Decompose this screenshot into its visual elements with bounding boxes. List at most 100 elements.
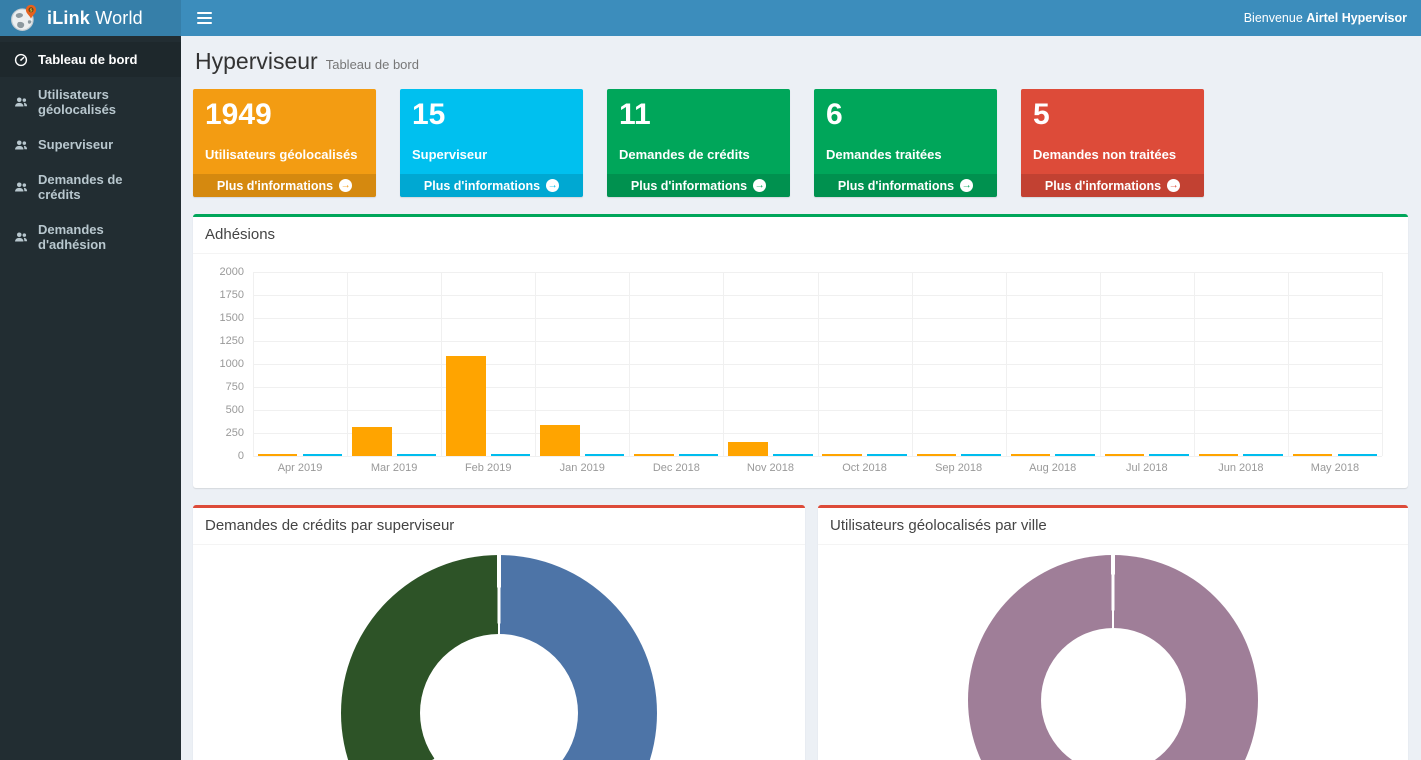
bar-Feb 2019 [446,355,486,456]
bar-Aug 2018 [1010,454,1051,456]
bar-Nov 2018 [773,454,813,456]
stat-value: 5 [1033,98,1050,131]
bar-Oct 2018 [822,454,862,456]
more-info-link[interactable]: Plus d'informations → [607,174,790,197]
sidebar-toggle-hamburger-icon[interactable] [195,8,214,28]
arrow-circle-right-icon: → [339,179,353,192]
gridline-x [1382,272,1383,456]
demandes-credits-par-superviseur-panel: Demandes de crédits par superviseur [193,505,805,760]
utilisateurs-ville-donut-chart [968,555,1258,760]
gridline-x [441,272,443,456]
demandes-credits-donut-chart [341,555,657,760]
bar-Nov 2018 [728,442,768,456]
y-tick-label: 2000 [219,266,244,278]
gridline-x [1005,272,1007,456]
bar-Jan 2019 [540,424,580,456]
main-content: Hyperviseur Tableau de bord 1949 Utilisat… [181,36,1421,760]
stat-value: 15 [412,98,446,131]
gridline-x [347,272,349,456]
stat-label: Demandes de crédits [619,147,750,162]
sidebar-item-label: Superviseur [38,137,114,152]
y-tick-label: 500 [225,404,244,416]
x-tick-label: Sep 2018 [935,462,983,474]
sidebar-item-label: Tableau de bord [38,52,138,67]
stat-label: Utilisateurs géolocalisés [205,147,358,162]
bar-Feb 2019 [490,454,531,456]
bar-Sep 2018 [961,454,1001,456]
users-icon [14,138,28,152]
x-tick-label: Dec 2018 [652,462,700,474]
more-info-link[interactable]: Plus d'informations → [193,174,376,197]
stat-label: Demandes traitées [826,147,942,162]
stat-box-superviseur: 15 Superviseur Plus d'informations → [400,89,583,197]
gridline-x [723,272,725,456]
panel-title: Adhésions [205,226,276,243]
sidebar-item-utilisateurs-geolocalises[interactable]: Utilisateurs géolocalisés [0,77,181,127]
bar-Mar 2019 [352,426,392,456]
arrow-circle-right-icon: → [753,179,767,192]
bar-Dec 2018 [634,454,674,456]
panel-title: Utilisateurs géolocalisés par ville [830,517,1047,534]
page-subtitle: Tableau de bord [325,57,419,72]
users-icon [14,95,28,109]
gridline-x [1099,272,1101,456]
x-tick-label: Oct 2018 [842,462,887,474]
stat-label: Demandes non traitées [1033,147,1177,162]
donut-hole [1040,627,1186,760]
bar-Jul 2018 [1104,454,1145,456]
arrow-circle-right-icon: → [546,179,560,192]
x-tick-label: Feb 2019 [464,462,512,474]
bar-Jun 2018 [1198,454,1239,456]
utilisateurs-geolocalises-par-ville-panel: Utilisateurs géolocalisés par ville [818,505,1408,760]
sidebar-item-label: Demandes d'adhésion [38,222,107,252]
bar-Jul 2018 [1149,454,1189,456]
bar-Apr 2019 [257,454,298,456]
x-tick-label: Jul 2018 [1125,462,1168,474]
donut-hole [420,634,578,760]
adhesions-bar-chart: 0 250 500 750 1000 1250 1500 1750 2000 Apr 2019 Ma… [203,264,1398,478]
gridline-x [911,272,913,456]
gridline-x [253,272,254,456]
x-tick-label: May 2018 [1310,462,1360,474]
bar-Aug 2018 [1055,454,1095,456]
y-tick-label: 1750 [219,289,244,301]
y-tick-label: 0 [237,450,244,462]
more-info-link[interactable]: Plus d'informations → [1021,174,1204,197]
gridline-x [535,272,537,456]
x-tick-label: Jan 2019 [559,462,605,474]
more-info-link[interactable]: Plus d'informations → [814,174,997,197]
svg-text:$: $ [30,7,33,12]
sidebar-item-label: Demandes de crédits [38,172,123,202]
panel-title: Demandes de crédits par superviseur [205,517,455,534]
adhesions-panel: Adhésions 0 250 500 750 1000 1250 1500 1750 2000… [193,214,1408,488]
panel-header: Demandes de crédits par superviseur [193,508,805,545]
bar-Apr 2019 [302,454,343,456]
stat-value: 11 [619,98,651,131]
sidebar-item-demandes-adhesion[interactable]: Demandes d'adhésion [0,212,181,262]
stat-box-demandes-traitees: 6 Demandes traitées Plus d'informations … [814,89,997,197]
sidebar-item-label: Utilisateurs géolocalisés [38,87,117,117]
stat-value: 1949 [205,98,272,131]
page-header: Hyperviseur Tableau de bord [195,48,1408,75]
sidebar-item-superviseur[interactable]: Superviseur [0,127,181,162]
gridline-x [817,272,819,456]
stat-box-demandes-de-credits: 11 Demandes de crédits Plus d'informatio… [607,89,790,197]
panel-header: Utilisateurs géolocalisés par ville [818,508,1408,545]
sidebar: Tableau de bord Utilisateurs géolocalisé… [0,36,181,760]
stat-value: 6 [826,98,843,131]
sidebar-item-tableau-de-bord[interactable]: Tableau de bord [0,42,181,77]
navbar-main: Bienvenue Airtel Hypervisor [181,0,1421,36]
bar-Oct 2018 [867,454,907,456]
globe-pin-logo-icon: $ [10,4,38,32]
x-tick-label: Jun 2018 [1218,462,1264,474]
bar-Jun 2018 [1243,454,1283,456]
users-icon [14,230,28,244]
x-tick-label: Mar 2019 [370,462,418,474]
more-info-link[interactable]: Plus d'informations → [400,174,583,197]
bar-Sep 2018 [916,454,957,456]
stat-boxes-row: 1949 Utilisateurs géolocalisés Plus d'in… [193,89,1408,197]
welcome-message: Bienvenue Airtel Hypervisor [1243,11,1407,25]
brand-logo[interactable]: $ iLink World [0,0,181,36]
sidebar-item-demandes-de-credits[interactable]: Demandes de crédits [0,162,181,212]
stat-box-utilisateurs-geolocalises: 1949 Utilisateurs géolocalisés Plus d'in… [193,89,376,197]
